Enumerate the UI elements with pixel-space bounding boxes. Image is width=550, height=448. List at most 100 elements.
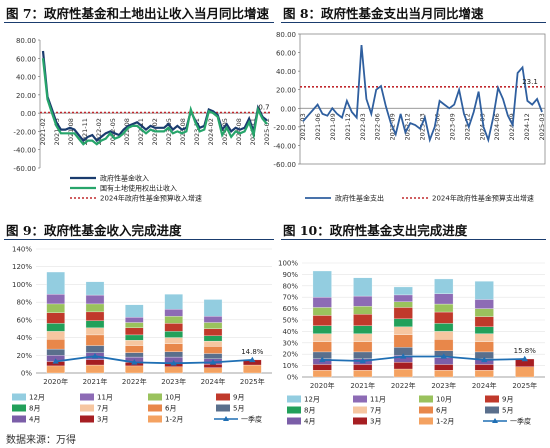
chart9-bar-segment xyxy=(125,304,144,318)
chart7-xtick-label: 2023-05 xyxy=(165,118,173,145)
chart9-legend-label: 一季度 xyxy=(241,415,262,424)
chart7-series-line-2 xyxy=(41,58,268,146)
chart9-quarter-marker xyxy=(91,352,99,359)
chart10-rule xyxy=(281,239,546,240)
chart10-bar-segment xyxy=(353,351,373,359)
chart10-bar-segment xyxy=(434,278,454,294)
chart9-quarter-marker xyxy=(170,360,177,366)
chart9-xtick-label: 2024年 xyxy=(201,377,226,386)
chart10-ytick-label: 70% xyxy=(282,294,298,302)
chart9-bar-segment xyxy=(243,364,262,374)
chart9-bar-segment xyxy=(125,352,144,358)
chart10-bar-segment xyxy=(393,368,413,378)
chart10-legend-label: 10月 xyxy=(436,396,452,404)
chart10-quarter-marker xyxy=(481,356,488,363)
chart9-bar-segment xyxy=(85,345,105,353)
chart10-bar-segment xyxy=(393,362,413,370)
chart10-legend-swatch xyxy=(287,395,301,403)
chart9-xtick-label: 2023年 xyxy=(161,377,186,386)
chart9-bar-segment xyxy=(203,322,223,329)
chart9-bar-segment xyxy=(85,303,105,313)
chart9-bar-segment xyxy=(85,327,105,336)
chart10-bar-segment xyxy=(434,311,454,324)
chart9-annotation-label: 14.8% xyxy=(241,348,264,356)
chart9-title: 图 9：政府性基金收入完成进度 xyxy=(6,223,182,238)
chart7-xtick-label: 2022-02 xyxy=(95,118,103,145)
chart7-annotation-label: 0.7 xyxy=(258,104,269,112)
chart9-bar-segment xyxy=(164,323,183,332)
chart7-ytick-label: -60.00 xyxy=(13,165,36,173)
chart9-quarter-marker xyxy=(131,359,138,365)
chart9-bar-segment xyxy=(125,322,144,328)
chart9-legend-swatch xyxy=(12,415,26,423)
chart9-bar-segment xyxy=(125,317,144,323)
chart10-ytick-label: 60% xyxy=(282,305,298,313)
chart9-legend-label: 1-2月 xyxy=(165,416,183,424)
chart9-legend-swatch xyxy=(148,393,162,401)
chart10-title: 图 10：政府性基金支出完成进度 xyxy=(283,223,468,238)
chart7-ytick-label: -40.00 xyxy=(13,147,36,155)
chart10-ytick-label: 0% xyxy=(287,374,298,382)
chart9-legend-swatch xyxy=(216,404,230,412)
chart9-bar-segment xyxy=(203,346,223,354)
chart8-xtick-label: 2022-03 xyxy=(359,113,367,140)
chart10-bar-segment xyxy=(353,333,373,342)
chart10-legend-swatch xyxy=(353,417,367,425)
chart9-bar-segment xyxy=(46,365,65,374)
chart8-xtick-label: 2021-03 xyxy=(299,113,307,140)
chart10-ytick-label: 80% xyxy=(282,282,298,290)
chart9-bar-segment xyxy=(46,271,65,295)
chart10-legend-swatch xyxy=(419,406,433,414)
chart10-legend-label: 4月 xyxy=(304,418,315,426)
chart7-ytick-label: 40.00 xyxy=(16,74,36,82)
chart8-ytick-label: 0.00 xyxy=(280,105,296,113)
chart8-xtick-label: 2022-06 xyxy=(374,113,382,140)
chart9-bar-segment xyxy=(164,309,183,317)
chart9-legend-label: 11月 xyxy=(97,394,113,402)
chart9-bar-segment xyxy=(46,339,65,350)
chart10-annotation-label: 15.8% xyxy=(514,347,537,355)
chart10-bar-segment xyxy=(353,314,373,326)
chart9-bar-segment xyxy=(203,328,223,336)
chart10-xtick-label: 2021年 xyxy=(350,381,375,390)
chart10-bar-segment xyxy=(474,370,494,378)
chart7-legend-label-1: 政府性基金收入 xyxy=(100,174,149,183)
chart10-bar-segment xyxy=(312,333,332,342)
chart9-legend-swatch xyxy=(12,404,26,412)
chart10-quarter-marker xyxy=(359,357,366,364)
chart10-bar-segment xyxy=(353,325,373,334)
chart10-bar-segment xyxy=(434,364,454,371)
chart10-ytick-label: 30% xyxy=(282,339,298,347)
chart10-legend-label: 7月 xyxy=(370,407,381,415)
chart10-quarter-line xyxy=(322,355,525,362)
chart9-bar-segment xyxy=(85,364,105,374)
chart9-bar-segment xyxy=(125,365,144,374)
chart10-bar-segment xyxy=(353,295,373,307)
chart10-ytick-label: 20% xyxy=(282,351,298,359)
chart7-ytick-label: -20.00 xyxy=(13,128,36,136)
chart9-bar-segment xyxy=(164,366,183,374)
chart10-ytick-label: 10% xyxy=(282,362,298,370)
chart7-title: 图 7：政府性基金和土地出让收入当月同比增速 xyxy=(6,6,270,21)
chart10-bar-segment xyxy=(474,281,494,300)
chart10-bar-segment xyxy=(474,364,494,371)
chart7-series-line-1 xyxy=(41,50,268,143)
chart10-ytick-label: 50% xyxy=(282,317,298,325)
chart7-legend-label-2: 国有土地使用权出让收入 xyxy=(100,184,177,193)
chart10-xtick-label: 2023年 xyxy=(431,381,456,390)
chart7-xtick-label: 2021-11 xyxy=(81,118,89,145)
chart10-legend-swatch xyxy=(485,406,499,414)
chart10-ytick-label: 90% xyxy=(282,271,298,279)
chart10-bar-segment xyxy=(393,326,413,335)
chart8-legend-label-1: 政府性基金支出 xyxy=(335,194,384,203)
chart7-ytick-label: 60.00 xyxy=(16,55,36,63)
chart9-bar-segment xyxy=(203,353,223,359)
chart9-bar-segment xyxy=(125,327,144,336)
chart9-legend-swatch xyxy=(12,393,26,401)
chart10-legend-label: 3月 xyxy=(370,418,381,426)
chart10-bar-segment xyxy=(312,364,332,371)
chart9-legend-swatch xyxy=(80,404,94,412)
chart10-bar-segment xyxy=(393,294,413,302)
chart9-bar-segment xyxy=(164,316,183,324)
